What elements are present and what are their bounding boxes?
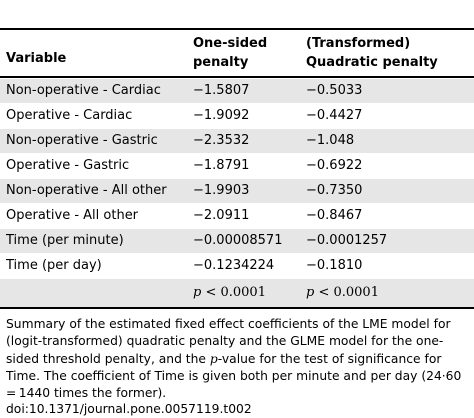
cell-variable: Time (per day) [6, 258, 102, 273]
header-one-sided-line1: One-sided [193, 36, 268, 51]
table-row: Time (per minute) −0.00008571 −0.0001257 [0, 228, 474, 253]
cell-quadratic: −0.4427 [306, 108, 363, 123]
cell-quadratic: −0.6922 [306, 158, 363, 173]
doi-link[interactable]: doi:10.1371/journal.pone.0057119.t002 [6, 402, 252, 416]
cell-one-sided: −0.1234224 [193, 258, 275, 273]
cell-variable: Non-operative - All other [6, 183, 167, 198]
header-quadratic-line1: (Transformed) [306, 36, 411, 51]
header-one-sided: One-sided penalty [193, 34, 267, 72]
table-top-rule [0, 28, 474, 30]
table-bottom-rule [0, 307, 474, 309]
header-quadratic: (Transformed) Quadratic penalty [306, 34, 438, 72]
header-one-sided-line2: penalty [193, 55, 249, 70]
header-variable: Variable [6, 51, 67, 66]
cell-variable: Operative - All other [6, 208, 139, 223]
cell-quadratic: −0.0001257 [306, 233, 388, 248]
cell-quadratic: −0.1810 [306, 258, 363, 273]
cell-variable: Non-operative - Gastric [6, 133, 158, 148]
table-row: Time (per day) −0.1234224 −0.1810 [0, 253, 474, 278]
cell-variable: Time (per minute) [6, 233, 124, 248]
cell-one-sided: −0.00008571 [193, 233, 283, 248]
table-row: Operative - Cardiac −1.9092 −0.4427 [0, 103, 474, 128]
table-row: Non-operative - Cardiac −1.5807 −0.5033 [0, 78, 474, 103]
cell-quadratic: −0.8467 [306, 208, 363, 223]
table-row: Operative - Gastric −1.8791 −0.6922 [0, 153, 474, 178]
caption-text-a: Summary of the estimated fixed effect co… [6, 317, 451, 366]
cell-quadratic: −0.7350 [306, 183, 363, 198]
header-quadratic-line2: Quadratic penalty [306, 55, 438, 70]
caption-text-b: -value for the test of significance for … [6, 351, 464, 401]
cell-one-sided: −1.5807 [193, 83, 250, 98]
table-row: Non-operative - Gastric −2.3532 −1.048 [0, 128, 474, 153]
cell-quadratic: −0.5033 [306, 83, 363, 98]
table-row: Non-operative - All other −1.9903 −0.735… [0, 178, 474, 203]
caption-p-italic: p [209, 351, 218, 366]
cell-pvalue-quadratic: p < 0.0001 [306, 285, 379, 300]
cell-one-sided: −1.8791 [193, 158, 250, 173]
cell-one-sided: −1.9092 [193, 108, 250, 123]
cell-quadratic: −1.048 [306, 133, 355, 148]
table-row: Operative - All other −2.0911 −0.8467 [0, 203, 474, 228]
cell-one-sided: −2.0911 [193, 208, 250, 223]
cell-variable: Operative - Cardiac [6, 108, 133, 123]
table-header-rule [0, 76, 474, 78]
table-caption: Summary of the estimated fixed effect co… [6, 316, 470, 402]
cell-variable: Non-operative - Cardiac [6, 83, 161, 98]
cell-one-sided: −2.3532 [193, 133, 250, 148]
cell-variable: Operative - Gastric [6, 158, 130, 173]
table-row-pvalue: p < 0.0001 p < 0.0001 [0, 278, 474, 307]
cell-one-sided: −1.9903 [193, 183, 250, 198]
cell-pvalue-one-sided: p < 0.0001 [193, 285, 266, 300]
